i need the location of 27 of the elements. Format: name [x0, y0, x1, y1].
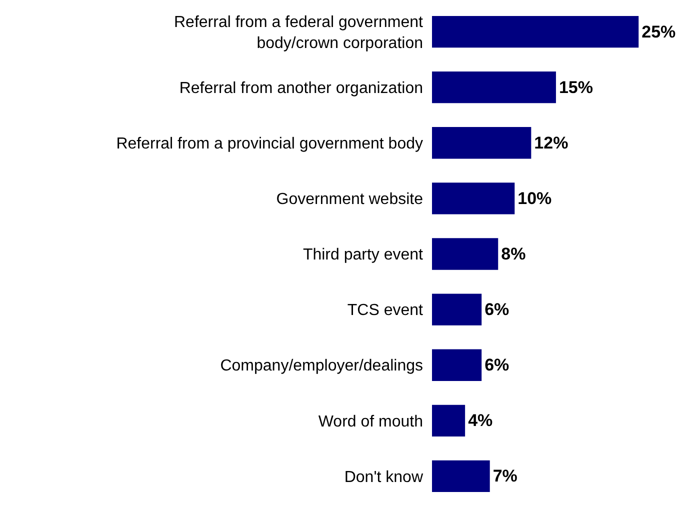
- y-tick-label: Referral from a provincial government body: [116, 135, 423, 152]
- bar: [432, 127, 532, 159]
- data-label: 4%: [468, 411, 493, 430]
- bar: [432, 404, 466, 436]
- y-tick-label: TCS event: [347, 302, 424, 320]
- bar: [432, 72, 556, 104]
- data-label: 6%: [484, 356, 510, 375]
- data-label: 15%: [558, 78, 593, 97]
- y-tick-label: Don't know: [344, 468, 424, 486]
- bar: [432, 460, 490, 492]
- data-label: 8%: [501, 244, 526, 264]
- bar: [432, 294, 482, 326]
- bar: [432, 349, 482, 381]
- data-label: 12%: [534, 133, 568, 152]
- y-tick-label: Government website: [276, 191, 424, 208]
- y-tick-label: Referral from a federal government body/crown corporation: [174, 14, 424, 52]
- data-label: 25%: [642, 22, 676, 42]
- data-label: 6%: [484, 300, 510, 320]
- y-tick-label: Company/employer/dealings: [220, 358, 423, 375]
- bar: [432, 182, 515, 214]
- y-tick-label: Third party event: [302, 246, 424, 264]
- y-tick-label: Word of mouth: [318, 413, 423, 430]
- data-label: 7%: [492, 466, 518, 486]
- bar: [432, 238, 498, 270]
- data-label: 10%: [518, 188, 552, 208]
- y-tick-label: Referral from another organization: [179, 80, 423, 97]
- bar: [432, 16, 639, 48]
